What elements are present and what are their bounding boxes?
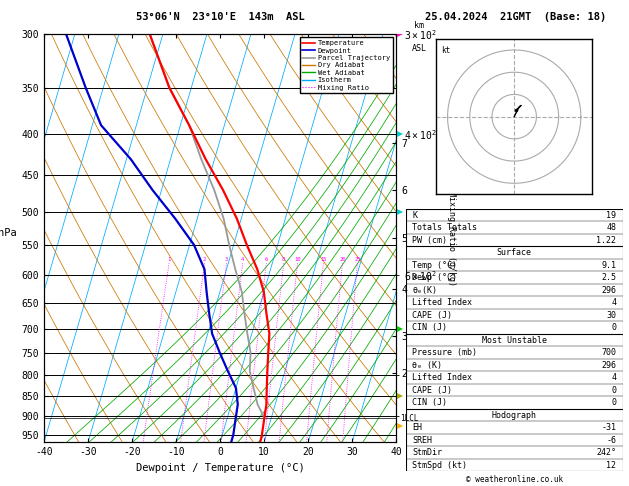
Text: 9.1: 9.1 bbox=[601, 260, 616, 270]
Text: StmDir: StmDir bbox=[412, 448, 442, 457]
Text: 0: 0 bbox=[611, 386, 616, 395]
Text: θₑ (K): θₑ (K) bbox=[412, 361, 442, 370]
Text: 296: 296 bbox=[601, 361, 616, 370]
Text: θₑ(K): θₑ(K) bbox=[412, 286, 437, 295]
Text: 53°06'N  23°10'E  143m  ASL: 53°06'N 23°10'E 143m ASL bbox=[136, 12, 304, 22]
Text: 12: 12 bbox=[606, 461, 616, 469]
Text: 0: 0 bbox=[611, 398, 616, 407]
Text: Pressure (mb): Pressure (mb) bbox=[412, 348, 477, 357]
Text: 30: 30 bbox=[606, 311, 616, 320]
Text: Dewp (°C): Dewp (°C) bbox=[412, 273, 457, 282]
Text: 4: 4 bbox=[611, 373, 616, 382]
Text: CIN (J): CIN (J) bbox=[412, 398, 447, 407]
Text: StmSpd (kt): StmSpd (kt) bbox=[412, 461, 467, 469]
Text: 2.5: 2.5 bbox=[601, 273, 616, 282]
Text: Most Unstable: Most Unstable bbox=[482, 336, 547, 345]
Text: 1LCL: 1LCL bbox=[400, 414, 418, 423]
Text: Hodograph: Hodograph bbox=[492, 411, 537, 420]
Text: 3: 3 bbox=[225, 257, 228, 262]
Text: Surface: Surface bbox=[497, 248, 532, 257]
Text: Lifted Index: Lifted Index bbox=[412, 298, 472, 307]
Text: 700: 700 bbox=[601, 348, 616, 357]
Legend: Temperature, Dewpoint, Parcel Trajectory, Dry Adiabat, Wet Adiabat, Isotherm, Mi: Temperature, Dewpoint, Parcel Trajectory… bbox=[299, 37, 392, 93]
Text: 25: 25 bbox=[354, 257, 360, 262]
Y-axis label: Mixing Ratio (g/kg): Mixing Ratio (g/kg) bbox=[447, 191, 456, 286]
Text: 20: 20 bbox=[339, 257, 345, 262]
Text: 296: 296 bbox=[601, 286, 616, 295]
Text: 8: 8 bbox=[282, 257, 286, 262]
Text: Temp (°C): Temp (°C) bbox=[412, 260, 457, 270]
Text: 242°: 242° bbox=[596, 448, 616, 457]
Text: ASL: ASL bbox=[411, 44, 426, 53]
Text: © weatheronline.co.uk: © weatheronline.co.uk bbox=[465, 474, 563, 484]
Text: 10: 10 bbox=[294, 257, 301, 262]
Text: 15: 15 bbox=[320, 257, 326, 262]
Text: Lifted Index: Lifted Index bbox=[412, 373, 472, 382]
Text: 1.22: 1.22 bbox=[596, 236, 616, 245]
Text: 4: 4 bbox=[241, 257, 244, 262]
Text: 25.04.2024  21GMT  (Base: 18): 25.04.2024 21GMT (Base: 18) bbox=[425, 12, 606, 22]
Text: -31: -31 bbox=[601, 423, 616, 432]
Text: 1: 1 bbox=[167, 257, 170, 262]
Text: km: km bbox=[414, 21, 424, 30]
Text: K: K bbox=[412, 211, 417, 220]
Text: -6: -6 bbox=[606, 435, 616, 445]
Text: 4: 4 bbox=[611, 298, 616, 307]
Text: PW (cm): PW (cm) bbox=[412, 236, 447, 245]
Text: 48: 48 bbox=[606, 223, 616, 232]
Text: 0: 0 bbox=[611, 323, 616, 332]
Text: SREH: SREH bbox=[412, 435, 432, 445]
Text: 19: 19 bbox=[606, 211, 616, 220]
Text: kt: kt bbox=[441, 46, 450, 54]
Y-axis label: hPa: hPa bbox=[0, 228, 17, 238]
Text: CIN (J): CIN (J) bbox=[412, 323, 447, 332]
X-axis label: Dewpoint / Temperature (°C): Dewpoint / Temperature (°C) bbox=[136, 463, 304, 473]
Text: EH: EH bbox=[412, 423, 422, 432]
Text: 2: 2 bbox=[203, 257, 206, 262]
Text: CAPE (J): CAPE (J) bbox=[412, 311, 452, 320]
Text: 6: 6 bbox=[265, 257, 268, 262]
Text: Totals Totals: Totals Totals bbox=[412, 223, 477, 232]
Text: CAPE (J): CAPE (J) bbox=[412, 386, 452, 395]
